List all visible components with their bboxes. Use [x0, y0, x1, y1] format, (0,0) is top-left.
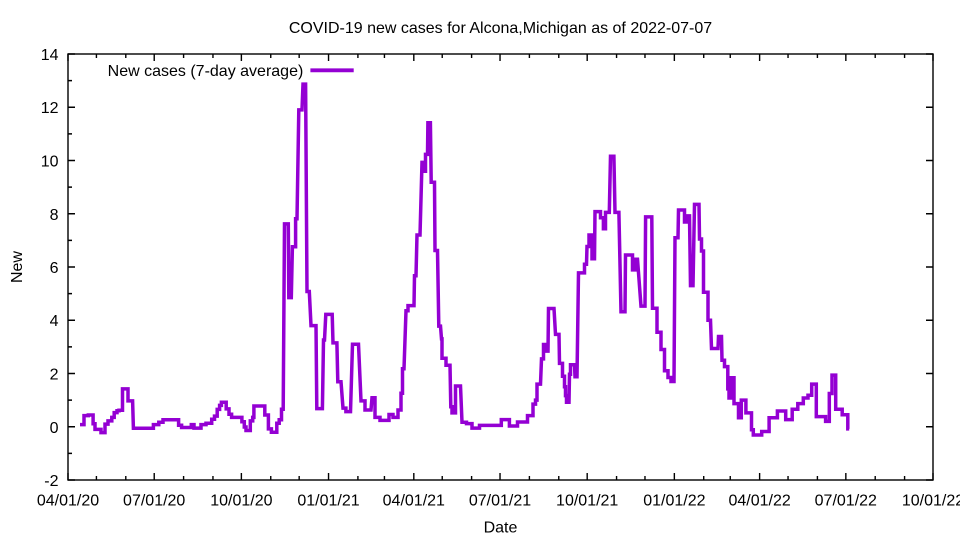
svg-text:10/01/20: 10/01/20 [210, 492, 272, 509]
svg-text:01/01/21: 01/01/21 [297, 492, 359, 509]
svg-text:10/01/21: 10/01/21 [556, 492, 618, 509]
svg-text:6: 6 [50, 260, 59, 277]
svg-text:10/01/22: 10/01/22 [902, 492, 960, 509]
svg-text:04/01/20: 04/01/20 [37, 492, 99, 509]
svg-text:04/01/21: 04/01/21 [383, 492, 445, 509]
svg-text:2: 2 [50, 367, 59, 384]
svg-text:10: 10 [41, 154, 59, 171]
svg-text:07/01/20: 07/01/20 [123, 492, 185, 509]
svg-text:14: 14 [41, 47, 59, 64]
svg-text:COVID-19 new cases for Alcona,: COVID-19 new cases for Alcona,Michigan a… [289, 20, 712, 37]
svg-text:12: 12 [41, 100, 59, 117]
svg-text:07/01/22: 07/01/22 [815, 492, 877, 509]
svg-text:0: 0 [50, 420, 59, 437]
svg-text:4: 4 [50, 313, 59, 330]
svg-text:New: New [9, 251, 26, 283]
svg-text:New cases (7-day average): New cases (7-day average) [108, 63, 304, 80]
svg-text:-2: -2 [44, 473, 58, 490]
svg-text:01/01/22: 01/01/22 [643, 492, 705, 509]
svg-text:Date: Date [484, 520, 518, 537]
svg-text:07/01/21: 07/01/21 [469, 492, 531, 509]
svg-text:8: 8 [50, 207, 59, 224]
svg-text:04/01/22: 04/01/22 [728, 492, 790, 509]
